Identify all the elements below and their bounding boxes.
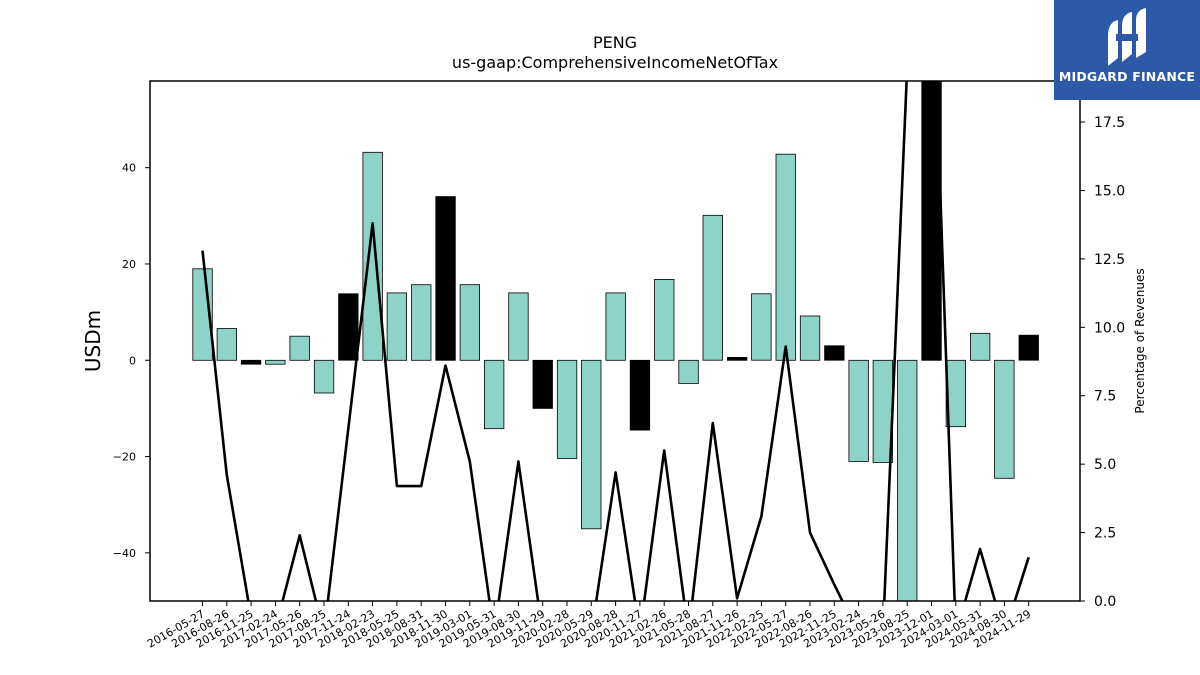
bar-2017-08-25 <box>313 359 335 394</box>
bar-2022-11-25 <box>824 345 845 361</box>
y2-tick-label: 7.5 <box>1094 389 1116 405</box>
line-percentage-of-revenues <box>201 81 1030 601</box>
bar-2017-05-26 <box>289 335 310 361</box>
y2-axis-label: Percentage of Revenues <box>1133 268 1147 413</box>
bar-2016-11-25 <box>240 359 262 365</box>
y2-tick-label: 10.0 <box>1094 320 1125 336</box>
y2-tick-label: 12.5 <box>1094 252 1125 268</box>
bar-2016-08-26 <box>216 328 238 361</box>
plot-frame <box>149 80 1081 602</box>
chart-title: PENG <box>593 33 637 52</box>
brand-logo: MIDGARD FINANCE <box>1054 0 1200 100</box>
bar-2019-03-01 <box>459 284 481 361</box>
bar-2021-08-27 <box>702 214 723 361</box>
bar-2020-08-28 <box>605 292 626 361</box>
bar-2024-11-29 <box>1018 334 1039 361</box>
bar-2024-08-30 <box>994 359 1015 479</box>
bar-2017-02-24 <box>265 359 286 365</box>
y2-tick-label: 2.5 <box>1094 526 1116 542</box>
bar-2023-08-25 <box>897 359 918 602</box>
y2-tick-label: 0.0 <box>1094 594 1116 610</box>
y-tick-label: 20 <box>122 258 136 271</box>
y-tick-label: 0 <box>129 354 136 367</box>
y-tick-label: −20 <box>113 451 136 464</box>
bar-2019-11-29 <box>532 359 553 409</box>
bar-2021-05-28 <box>678 359 699 384</box>
bar-2023-02-24 <box>848 359 869 462</box>
y-tick-label: −40 <box>113 547 136 560</box>
bar-2021-02-26 <box>654 278 675 361</box>
y2-tick-label: 15.0 <box>1094 183 1125 199</box>
y2-tick-label: 5.0 <box>1094 457 1116 473</box>
bar-2024-05-31 <box>970 332 991 361</box>
bar-2021-11-26 <box>727 356 748 361</box>
brand-name: MIDGARD FINANCE <box>1058 69 1196 84</box>
bar-2022-08-26 <box>799 315 821 361</box>
bar-2022-05-27 <box>775 153 796 361</box>
y-axis-label: USDm <box>81 310 105 372</box>
bar-2018-11-30 <box>435 196 456 361</box>
bar-2020-11-27 <box>629 359 651 431</box>
bar-2017-11-24 <box>338 293 359 361</box>
bar-2019-08-30 <box>508 292 529 361</box>
bar-2018-02-23 <box>362 151 383 361</box>
bar-2018-05-25 <box>386 292 408 361</box>
brand-mark-icon <box>1108 8 1146 66</box>
bar-2020-02-28 <box>556 359 578 459</box>
bar-2019-05-31 <box>483 359 505 430</box>
bar-2018-08-31 <box>411 284 432 361</box>
y2-tick-label: 17.5 <box>1094 115 1125 131</box>
y-tick-label: 40 <box>122 162 136 175</box>
bar-2020-05-29 <box>581 359 602 530</box>
bar-2022-02-25 <box>751 293 772 361</box>
chart-subtitle: us-gaap:ComprehensiveIncomeNetOfTax <box>452 53 778 72</box>
